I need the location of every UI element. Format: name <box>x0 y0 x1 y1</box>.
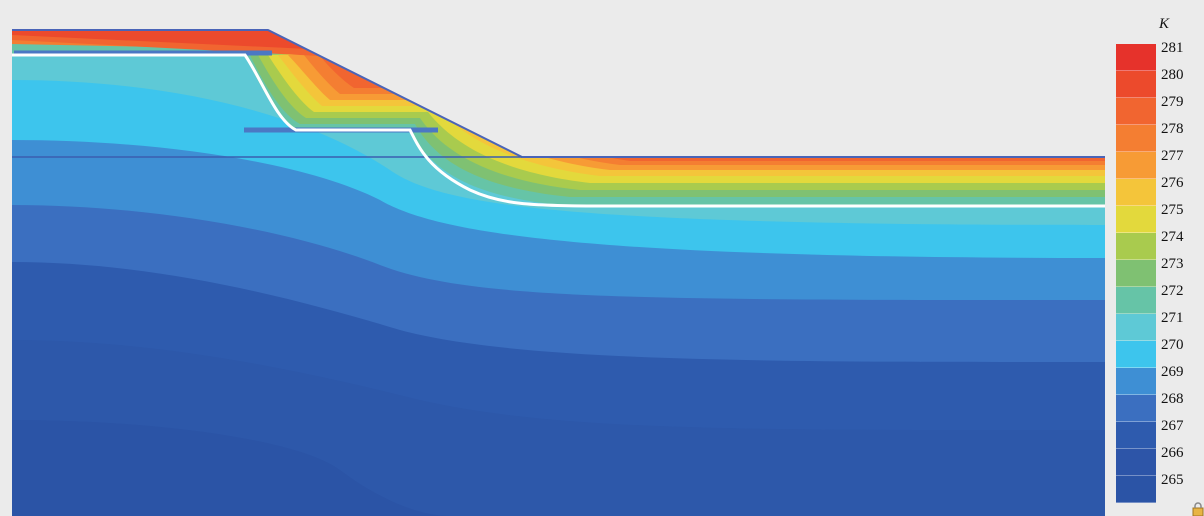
legend-swatch-265 <box>1116 476 1156 503</box>
legend-tick-label: 279 <box>1161 94 1184 110</box>
legend-tick-label: 265 <box>1161 472 1184 488</box>
freezing-front-line <box>12 53 1105 208</box>
legend-tick-label: 278 <box>1161 121 1184 137</box>
legend-swatch-271 <box>1116 314 1156 341</box>
legend-tick-label: 266 <box>1161 445 1184 461</box>
legend-tick-label: 270 <box>1161 337 1184 353</box>
legend-swatch-278 <box>1116 125 1156 152</box>
legend-swatch-280 <box>1116 71 1156 98</box>
ground-surface-line <box>12 29 1105 158</box>
legend-swatch-272 <box>1116 287 1156 314</box>
legend-tick-label: 280 <box>1161 67 1184 83</box>
lock-icon[interactable] <box>1192 502 1204 516</box>
legend-tick-label: 281 <box>1161 40 1184 56</box>
legend-tick-label: 273 <box>1161 256 1184 272</box>
legend-swatch-279 <box>1116 98 1156 125</box>
legend-swatch-266 <box>1116 449 1156 476</box>
legend-tick-label: 269 <box>1161 364 1184 380</box>
temperature-contour-plot <box>0 0 1110 516</box>
legend-tick-label: 272 <box>1161 283 1184 299</box>
legend-swatch-281 <box>1116 44 1156 71</box>
legend-tick-label: 268 <box>1161 391 1184 407</box>
legend-swatch-269 <box>1116 368 1156 395</box>
legend-unit-label: K <box>1159 16 1170 32</box>
color-legend: 281 280 279 278 277 276 275 274 273 272 271 270 269 2… <box>1116 40 1204 516</box>
legend-swatch-267 <box>1116 422 1156 449</box>
legend-tick-label: 274 <box>1161 229 1184 245</box>
air-right-edge <box>1105 0 1110 516</box>
legend-tick-label: 267 <box>1161 418 1184 434</box>
legend-swatch-273 <box>1116 260 1156 287</box>
air-region <box>0 0 1110 157</box>
legend-tick-label: 277 <box>1161 148 1184 164</box>
legend-tick-label: 276 <box>1161 175 1184 191</box>
legend-swatch-274 <box>1116 233 1156 260</box>
legend-swatch-277 <box>1116 152 1156 179</box>
legend-swatch-275 <box>1116 206 1156 233</box>
legend-swatch-276 <box>1116 179 1156 206</box>
legend-swatch-270 <box>1116 341 1156 368</box>
legend-tick-label: 275 <box>1161 202 1184 218</box>
legend-tick-label: 271 <box>1161 310 1184 326</box>
legend-swatch-268 <box>1116 395 1156 422</box>
air-left-edge <box>0 0 12 516</box>
